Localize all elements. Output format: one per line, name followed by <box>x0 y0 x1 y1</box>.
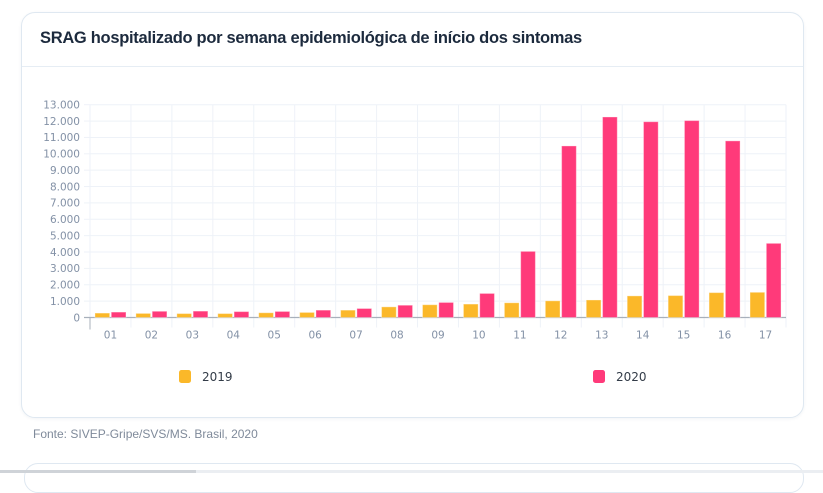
y-tick-label: 7.000 <box>50 198 80 210</box>
y-tick-label: 8.000 <box>50 181 80 193</box>
x-tick-label: 07 <box>349 330 362 342</box>
bar-2019-week-08 <box>381 306 397 318</box>
bar-2019-week-09 <box>422 304 438 318</box>
legend-label-2019: 2019 <box>202 370 233 384</box>
horizontal-scrollbar[interactable] <box>0 470 823 473</box>
x-tick-label: 16 <box>718 330 732 342</box>
bar-chart: 0 1.000 2.000 3.000 4.000 5.000 6.000 7.000 8.00… <box>43 100 787 384</box>
x-tick-label: 03 <box>186 330 199 342</box>
legend-swatch-2019 <box>179 370 191 383</box>
next-card <box>24 463 804 493</box>
y-tick-label: 0 <box>73 312 80 324</box>
y-axis: 0 1.000 2.000 3.000 4.000 5.000 6.000 7.000 8.00… <box>43 100 90 324</box>
bar-2019-week-03 <box>176 313 193 318</box>
y-tick-label: 4.000 <box>50 247 80 259</box>
bar-2020-week-09 <box>438 301 454 318</box>
x-tick-label: 15 <box>677 330 690 342</box>
x-tick-label: 10 <box>472 330 485 342</box>
bar-2020-week-08 <box>397 304 414 319</box>
bar-2020-week-07 <box>356 307 373 318</box>
bar-2020-week-02 <box>151 310 168 319</box>
source-note: Fonte: SIVEP-Gripe/SVS/MS. Brasil, 2020 <box>33 427 258 441</box>
chart-card: SRAG hospitalizado por semana epidemioló… <box>21 12 804 418</box>
bar-2019-week-15 <box>667 295 684 318</box>
bar-2020-week-13 <box>602 116 618 318</box>
y-tick-label: 1.000 <box>50 296 80 308</box>
bar-2020-week-17 <box>765 242 782 318</box>
bar-2019-week-11 <box>503 302 520 319</box>
bar-2019-week-17 <box>749 291 766 318</box>
legend-label-2020: 2020 <box>616 370 647 384</box>
x-axis: 01 02 03 04 05 06 07 08 09 10 11 12 13 14 15 16 17 <box>84 316 787 342</box>
bar-2019-week-10 <box>462 303 479 319</box>
x-tick-label: 11 <box>513 330 526 342</box>
y-tick-label: 5.000 <box>50 230 80 242</box>
bar-2019-week-02 <box>135 312 152 318</box>
bar-2020-week-04 <box>233 311 250 319</box>
bar-2020-week-14 <box>643 121 659 318</box>
y-tick-label: 12.000 <box>43 116 80 128</box>
bar-2020-week-03 <box>192 310 209 318</box>
bar-2020-week-15 <box>683 120 700 318</box>
bar-2020-week-10 <box>479 292 495 318</box>
x-tick-label: 14 <box>636 330 650 342</box>
bar-2019-week-12 <box>544 300 561 318</box>
y-tick-label: 10.000 <box>43 149 80 161</box>
scrollbar-thumb[interactable] <box>0 470 196 473</box>
y-tick-label: 6.000 <box>50 214 80 226</box>
legend: 2019 2020 <box>179 370 647 384</box>
legend-swatch-2020 <box>593 370 605 383</box>
x-tick-label: 08 <box>390 330 403 342</box>
bars <box>94 116 782 319</box>
x-tick-label: 12 <box>554 330 567 342</box>
x-tick-label: 09 <box>431 330 444 342</box>
bar-2019-week-16 <box>708 292 725 319</box>
gridlines <box>89 104 787 318</box>
x-tick-label: 13 <box>595 330 608 342</box>
bar-2019-week-13 <box>585 299 602 319</box>
y-tick-label: 11.000 <box>43 132 80 144</box>
card-header: SRAG hospitalizado por semana epidemioló… <box>22 13 803 67</box>
y-tick-label: 3.000 <box>50 263 80 275</box>
y-tick-label: 2.000 <box>50 280 80 292</box>
x-tick-label: 02 <box>145 330 158 342</box>
bar-2019-week-01 <box>94 312 111 319</box>
y-tick-label: 9.000 <box>50 165 80 177</box>
bar-2020-week-16 <box>724 140 741 318</box>
bar-2020-week-05 <box>274 310 291 319</box>
bar-2019-week-14 <box>626 295 643 318</box>
x-tick-label: 06 <box>308 330 322 342</box>
bar-2020-week-01 <box>110 311 127 318</box>
bar-2020-week-06 <box>315 309 332 319</box>
bar-2019-week-06 <box>299 311 315 318</box>
x-tick-label: 05 <box>268 330 281 342</box>
x-tick-label: 04 <box>227 330 241 342</box>
bar-2019-week-05 <box>258 312 274 319</box>
bar-2019-week-07 <box>340 309 356 319</box>
x-tick-label: 01 <box>104 330 117 342</box>
y-tick-label: 13.000 <box>43 100 80 112</box>
bar-2020-week-11 <box>520 250 536 318</box>
x-tick-label: 17 <box>759 330 772 342</box>
bar-2019-week-04 <box>217 313 233 318</box>
chart-title: SRAG hospitalizado por semana epidemioló… <box>40 29 582 47</box>
bar-2020-week-12 <box>561 145 577 318</box>
